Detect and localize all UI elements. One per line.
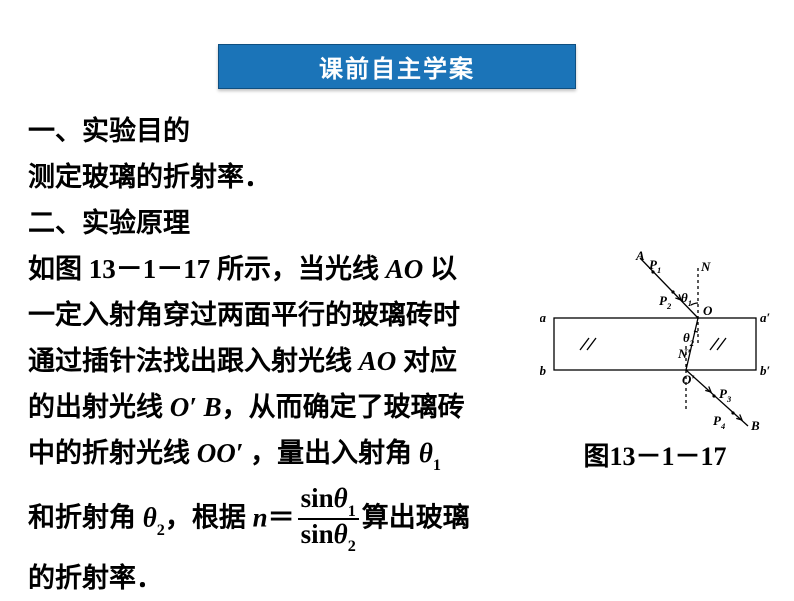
svg-text:a: a (540, 310, 547, 325)
svg-text:b′: b′ (760, 363, 770, 378)
para-7: 和折射角 θ2，根据 n＝sinθ1sinθ2算出玻璃 (28, 486, 538, 555)
fraction: sinθ1sinθ2 (298, 484, 359, 553)
para-8: 的折射率． (28, 555, 538, 601)
para-6: 中的折射光线 OO′ ，量出入射角 θ1 (28, 430, 538, 486)
refraction-diagram: ABNN′OO′aa′bb′P1P2P3P4θ1θ2 (540, 250, 770, 430)
para-5: 的出射光线 O′ B，从而确定了玻璃砖 (28, 384, 538, 430)
body-text: 一、实验目的 测定玻璃的折射率． 二、实验原理 如图 13－1－17 所示，当光… (28, 108, 538, 601)
svg-text:B: B (750, 418, 760, 430)
svg-text:N: N (700, 259, 711, 274)
para-2: 如图 13－1－17 所示，当光线 AO 以 (28, 246, 538, 292)
figure-wrap: ABNN′OO′aa′bb′P1P2P3P4θ1θ2 图13－1－17 (540, 250, 770, 473)
svg-text:P4: P4 (713, 413, 725, 430)
heading-1: 一、实验目的 (28, 108, 538, 154)
svg-text:a′: a′ (760, 310, 770, 325)
svg-text:P2: P2 (659, 293, 672, 311)
svg-text:b: b (540, 363, 547, 378)
svg-text:N′: N′ (677, 346, 691, 361)
svg-text:P1: P1 (649, 257, 661, 275)
svg-text:A: A (635, 250, 645, 263)
svg-text:O: O (703, 303, 713, 318)
para-1: 测定玻璃的折射率． (28, 154, 538, 200)
para-3: 一定入射角穿过两面平行的玻璃砖时 (28, 292, 538, 338)
banner-title: 课前自主学案 (218, 44, 576, 89)
para-4: 通过插针法找出跟入射光线 AO 对应 (28, 338, 538, 384)
heading-2: 二、实验原理 (28, 200, 538, 246)
figure-caption: 图13－1－17 (540, 436, 770, 473)
svg-text:O′: O′ (682, 372, 695, 387)
